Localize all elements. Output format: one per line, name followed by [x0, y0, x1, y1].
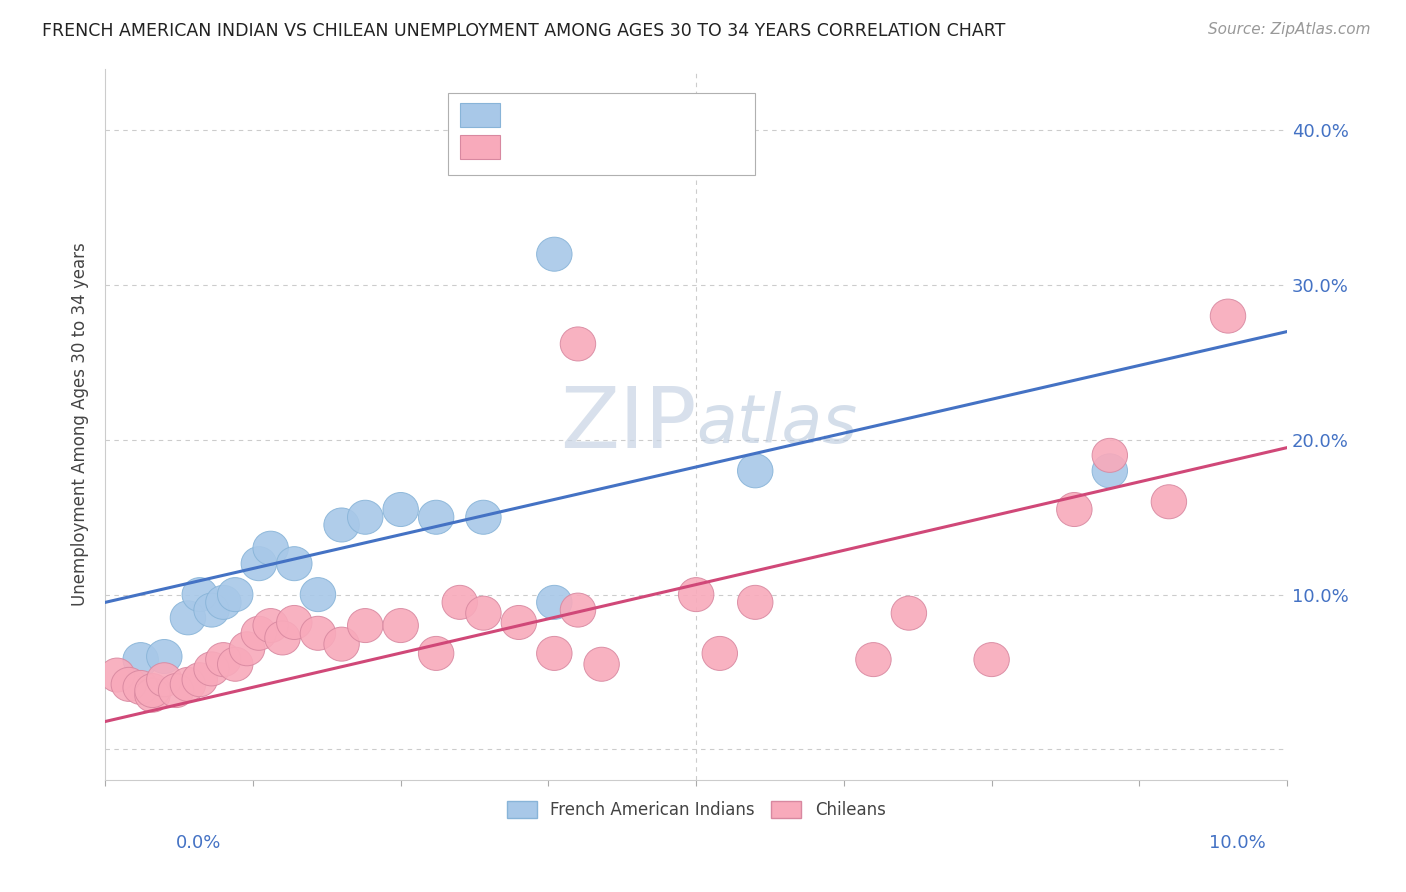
- Ellipse shape: [1092, 438, 1128, 473]
- Ellipse shape: [465, 500, 501, 534]
- Ellipse shape: [560, 593, 596, 627]
- Ellipse shape: [537, 585, 572, 619]
- Ellipse shape: [135, 673, 170, 707]
- Ellipse shape: [738, 454, 773, 488]
- Ellipse shape: [560, 327, 596, 361]
- Ellipse shape: [277, 547, 312, 581]
- Ellipse shape: [218, 578, 253, 612]
- Ellipse shape: [122, 642, 159, 677]
- Y-axis label: Unemployment Among Ages 30 to 34 years: Unemployment Among Ages 30 to 34 years: [72, 243, 89, 607]
- Ellipse shape: [205, 585, 240, 619]
- Text: 0.0%: 0.0%: [176, 834, 221, 852]
- FancyBboxPatch shape: [449, 94, 755, 176]
- Ellipse shape: [323, 508, 360, 542]
- Ellipse shape: [170, 667, 205, 701]
- Ellipse shape: [1152, 484, 1187, 519]
- Ellipse shape: [537, 636, 572, 671]
- Ellipse shape: [347, 500, 382, 534]
- Ellipse shape: [441, 585, 478, 619]
- Ellipse shape: [194, 652, 229, 686]
- Ellipse shape: [465, 596, 501, 631]
- Ellipse shape: [100, 658, 135, 692]
- Ellipse shape: [181, 663, 218, 697]
- Text: 0.592: 0.592: [560, 138, 616, 156]
- Ellipse shape: [856, 642, 891, 677]
- Text: FRENCH AMERICAN INDIAN VS CHILEAN UNEMPLOYMENT AMONG AGES 30 TO 34 YEARS CORRELA: FRENCH AMERICAN INDIAN VS CHILEAN UNEMPL…: [42, 22, 1005, 40]
- Ellipse shape: [419, 500, 454, 534]
- Ellipse shape: [229, 632, 264, 665]
- Text: R =: R =: [512, 138, 548, 156]
- Ellipse shape: [1057, 492, 1092, 526]
- Ellipse shape: [1211, 299, 1246, 333]
- Ellipse shape: [218, 648, 253, 681]
- Text: 38: 38: [678, 138, 703, 156]
- Legend: French American Indians, Chileans: French American Indians, Chileans: [501, 794, 893, 825]
- Ellipse shape: [253, 608, 288, 642]
- Text: N =: N =: [630, 106, 666, 124]
- Ellipse shape: [264, 621, 301, 655]
- Ellipse shape: [679, 578, 714, 612]
- Ellipse shape: [419, 636, 454, 671]
- Ellipse shape: [135, 678, 170, 712]
- Text: R =: R =: [512, 106, 548, 124]
- Ellipse shape: [702, 636, 738, 671]
- Ellipse shape: [738, 585, 773, 619]
- Ellipse shape: [170, 601, 205, 635]
- Text: ZIP: ZIP: [560, 383, 696, 466]
- Ellipse shape: [194, 593, 229, 627]
- Ellipse shape: [891, 596, 927, 631]
- Ellipse shape: [146, 663, 181, 697]
- Text: atlas: atlas: [696, 392, 858, 458]
- Ellipse shape: [277, 606, 312, 640]
- Ellipse shape: [323, 627, 360, 661]
- Text: N =: N =: [630, 138, 666, 156]
- Ellipse shape: [537, 237, 572, 271]
- Text: Source: ZipAtlas.com: Source: ZipAtlas.com: [1208, 22, 1371, 37]
- FancyBboxPatch shape: [460, 103, 501, 127]
- Ellipse shape: [122, 671, 159, 705]
- Ellipse shape: [181, 578, 218, 612]
- Ellipse shape: [382, 492, 419, 526]
- Ellipse shape: [301, 616, 336, 650]
- Ellipse shape: [583, 648, 619, 681]
- Ellipse shape: [240, 616, 277, 650]
- Ellipse shape: [301, 578, 336, 612]
- Ellipse shape: [347, 608, 382, 642]
- Ellipse shape: [240, 547, 277, 581]
- Ellipse shape: [146, 640, 181, 673]
- Ellipse shape: [159, 673, 194, 707]
- Ellipse shape: [111, 667, 146, 701]
- Text: 10.0%: 10.0%: [1209, 834, 1265, 852]
- Text: 19: 19: [678, 106, 702, 124]
- Ellipse shape: [205, 642, 240, 677]
- Ellipse shape: [974, 642, 1010, 677]
- Text: 0.400: 0.400: [560, 106, 616, 124]
- Ellipse shape: [1092, 454, 1128, 488]
- FancyBboxPatch shape: [460, 135, 501, 159]
- Ellipse shape: [382, 608, 419, 642]
- Ellipse shape: [253, 531, 288, 566]
- Ellipse shape: [501, 606, 537, 640]
